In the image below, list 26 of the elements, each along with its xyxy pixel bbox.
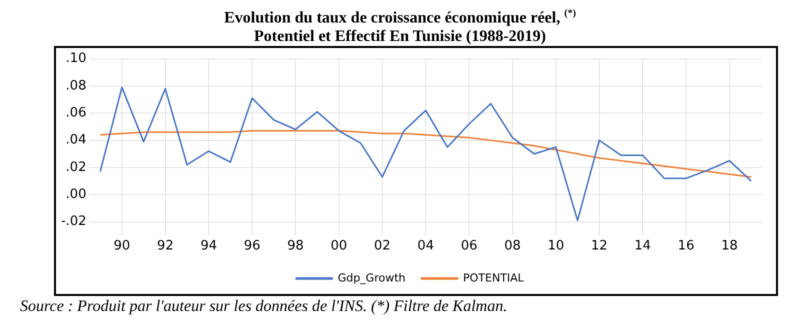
legend-label: POTENTIAL xyxy=(463,272,525,285)
y-tick-label: .04 xyxy=(66,133,86,148)
chart-title: Evolution du taux de croissance économique réel, $^{(*)}$ Potentiel et Effectif En Tunisie (1988-2019) xyxy=(224,8,576,46)
x-tick-label: 08 xyxy=(504,238,521,254)
x-tick-label: 96 xyxy=(244,238,260,254)
y-tick-label: .10 xyxy=(66,52,86,67)
y-tick-label: -.02 xyxy=(60,214,86,230)
x-tick-label: 98 xyxy=(287,238,304,254)
y-tick-label: .06 xyxy=(66,106,86,121)
source-note: Source : Produit par l'auteur sur les données de l'INS. (*) Filtre de Kalman. xyxy=(20,298,508,316)
y-tick-label: .02 xyxy=(66,160,86,176)
y-tick-label: .08 xyxy=(66,78,86,94)
y-tick-label: .00 xyxy=(66,187,86,202)
x-tick-label: 92 xyxy=(157,238,174,254)
x-tick-label: 10 xyxy=(548,238,564,254)
x-tick-label: 02 xyxy=(374,238,391,254)
x-tick-label: 12 xyxy=(590,238,608,254)
x-tick-label: 90 xyxy=(114,238,130,254)
x-tick-label: 06 xyxy=(460,238,478,254)
x-tick-label: 00 xyxy=(330,238,348,254)
x-tick-label: 94 xyxy=(200,238,217,254)
x-tick-label: 18 xyxy=(721,238,738,254)
x-tick-label: 04 xyxy=(417,238,434,254)
x-tick-label: 14 xyxy=(634,238,651,254)
legend-label: Gdp_Growth xyxy=(338,272,406,285)
x-tick-label: 16 xyxy=(678,238,694,254)
